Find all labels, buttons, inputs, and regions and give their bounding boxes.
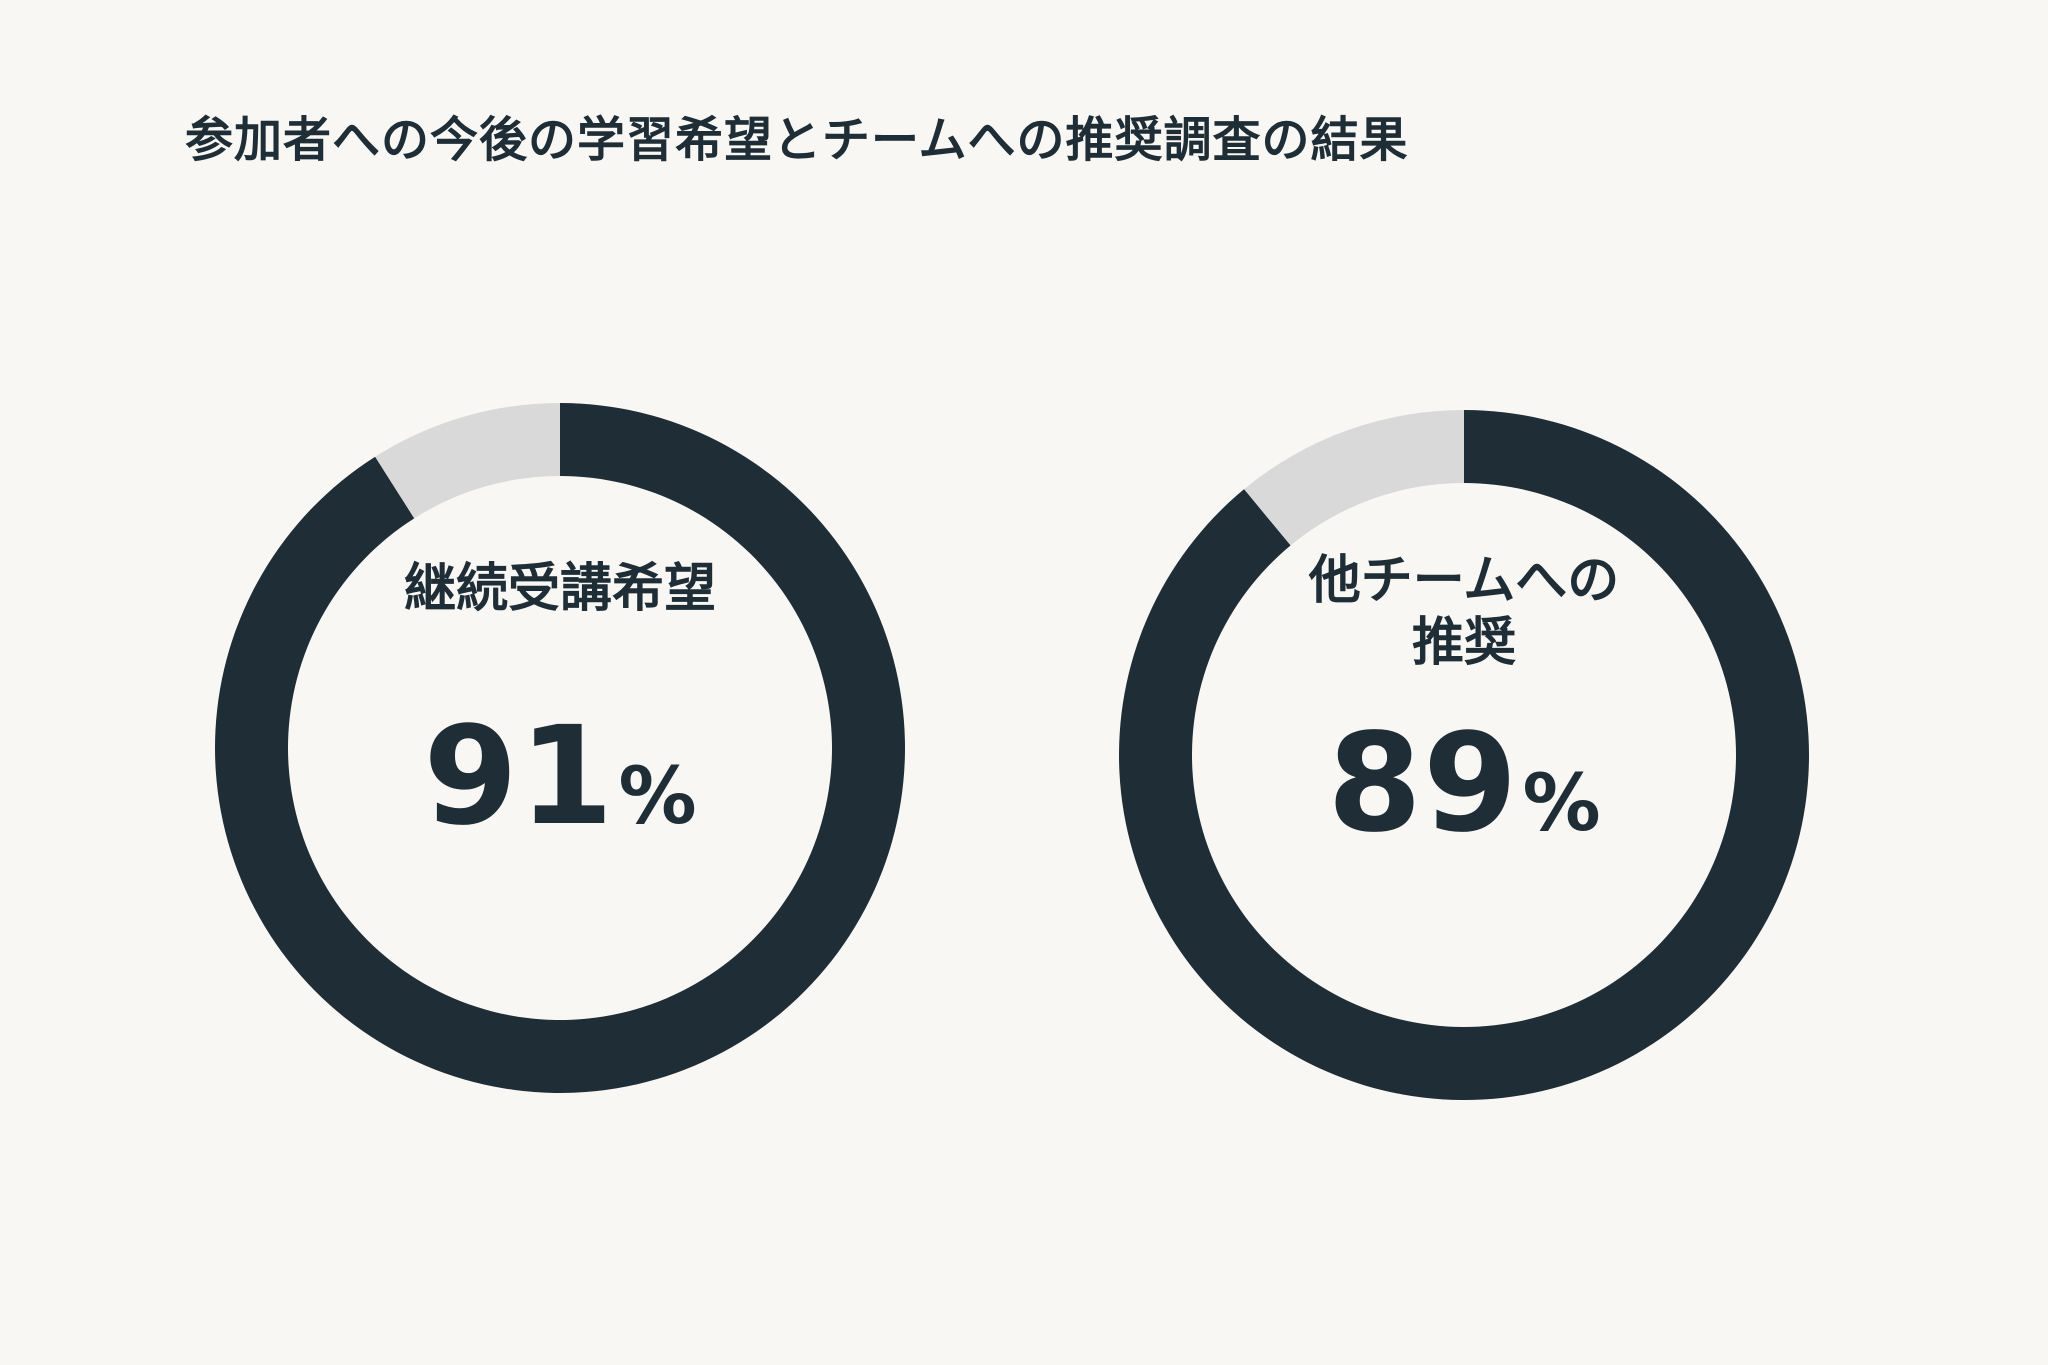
donut-chart-continue: 継続受講希望 91% (210, 398, 910, 1098)
donut-chart-svg (1119, 410, 1809, 1100)
donut-value: 91% (310, 698, 810, 856)
donut-slice-remainder (1244, 410, 1464, 546)
donut-chart-svg (214, 403, 905, 1093)
donut-chart-recommend: 他チームへの 推奨 89% (1114, 405, 1814, 1105)
donut-label: 他チームへの 推奨 (1308, 551, 1620, 673)
donut-value-unit: % (1522, 759, 1601, 849)
page-title: 参加者への今後の学習希望とチームへの推奨調査の結果 (185, 112, 1409, 168)
donut-value-unit: % (618, 752, 697, 842)
donut-value-number: 89 (1327, 705, 1519, 863)
donut-value-number: 91 (423, 698, 615, 856)
donut-value: 89% (1214, 705, 1714, 863)
donut-label: 継続受講希望 (403, 559, 716, 619)
donut-slice-remainder (375, 403, 560, 519)
